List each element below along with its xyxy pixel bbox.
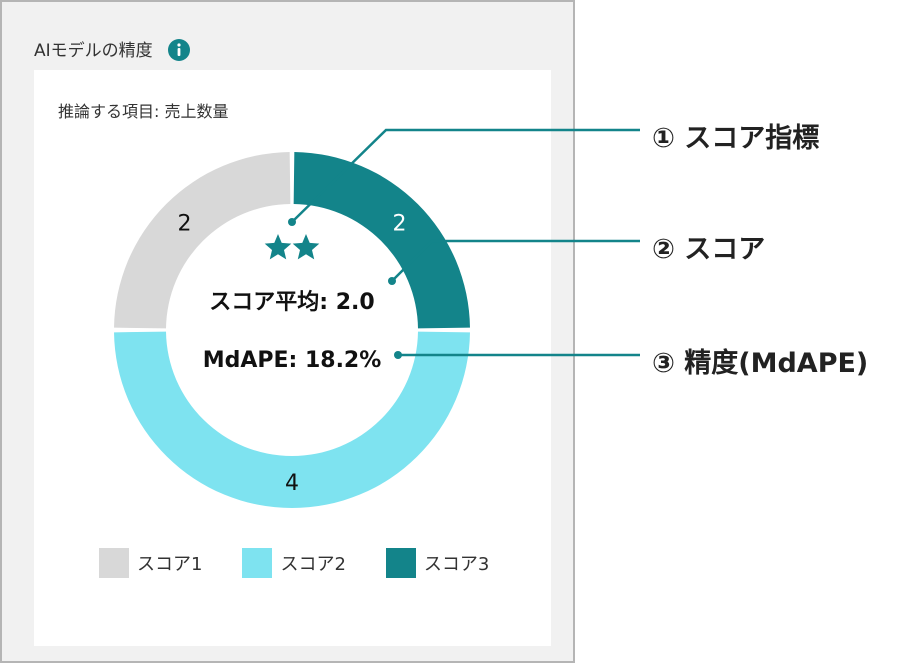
panel-title: AIモデルの精度: [34, 41, 153, 61]
slice-value-label: 2: [392, 212, 406, 237]
mdape-text: MdAPE: 18.2%: [203, 348, 382, 373]
callout-score-indicator: ① スコア指標: [652, 123, 820, 154]
slice-value-label: 2: [178, 212, 192, 237]
chart-legend: スコア1 スコア2 スコア3: [99, 548, 489, 578]
inference-target-label: 推論する項目: 売上数量: [58, 102, 229, 121]
legend-swatch: [99, 548, 129, 578]
legend-label: スコア2: [280, 554, 346, 575]
callout-accuracy-mdape: ③ 精度(MdAPE): [652, 348, 869, 379]
donut-slice-1[interactable]: [114, 152, 291, 329]
score-average-text: スコア平均: 2.0: [209, 289, 374, 315]
info-icon[interactable]: [167, 38, 191, 62]
donut-slice-2[interactable]: [114, 331, 470, 508]
legend-swatch: [385, 548, 416, 578]
legend-label: スコア3: [423, 554, 490, 575]
ai-model-accuracy-panel: AIモデルの精度 推論する項目: 売上数量 2 4 2 スコア平均: 2.0 MdA…: [0, 0, 575, 663]
legend-item-score1[interactable]: スコア1: [99, 548, 202, 578]
legend-swatch: [242, 548, 273, 578]
score-donut-chart: 2 4 2 スコア平均: 2.0 MdAPE: 18.2%: [114, 152, 470, 508]
slice-value-label: 4: [285, 471, 299, 496]
callout-score: ② スコア: [652, 234, 766, 265]
star-icon: [264, 234, 292, 260]
score-stars: [264, 234, 320, 260]
legend-label: スコア1: [137, 554, 203, 575]
legend-item-score2[interactable]: スコア2: [242, 548, 346, 578]
star-icon: [292, 234, 320, 260]
legend-item-score3[interactable]: スコア3: [385, 548, 490, 578]
donut-slice-3[interactable]: [293, 152, 470, 329]
chart-card: 推論する項目: 売上数量 2 4 2 スコア平均: 2.0 MdAPE: 18.2%…: [34, 70, 551, 646]
